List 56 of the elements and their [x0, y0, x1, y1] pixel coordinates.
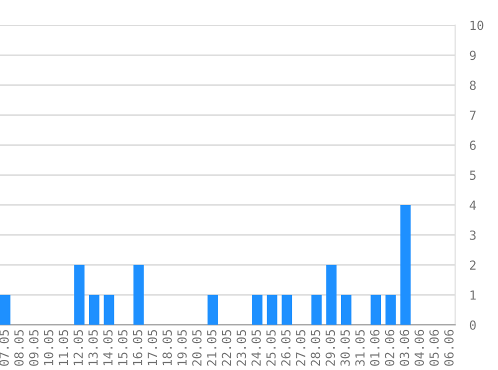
x-tick-label: 10.05: [44, 330, 54, 366]
x-tick-label: 11.05: [58, 330, 68, 366]
y-tick-label: 9: [470, 50, 476, 60]
x-tick-label: 18.05: [162, 330, 172, 366]
y-tick-label: 2: [470, 260, 476, 270]
bar: [385, 294, 396, 325]
bar: [252, 294, 262, 325]
y-tick-label: 10: [470, 20, 484, 30]
x-tick-label: 05.06: [429, 330, 439, 366]
bar: [266, 294, 278, 325]
x-tick-label: 23.05: [236, 330, 246, 366]
y-tick-label: 4: [470, 200, 476, 210]
y-tick-label: 5: [470, 170, 476, 180]
x-tick-label: 27.05: [296, 330, 306, 366]
bar: [326, 264, 337, 325]
x-tick-label: 25.05: [266, 330, 276, 366]
x-tick-label: 29.05: [326, 330, 336, 366]
x-tick-label: 30.05: [340, 330, 350, 366]
bar: [311, 294, 322, 325]
bar: [104, 294, 114, 325]
bar: [208, 294, 218, 325]
x-tick-label: 24.05: [251, 330, 261, 366]
bar: [400, 204, 411, 325]
x-tick-label: 21.05: [206, 330, 216, 366]
y-tick-label: 8: [470, 80, 476, 90]
x-tick-label: 22.05: [222, 330, 232, 366]
x-tick-label: 14.05: [103, 330, 113, 366]
x-tick-label: 04.06: [414, 330, 424, 366]
y-tick-label: 1: [470, 290, 476, 300]
x-tick-label: 06.06: [444, 330, 454, 366]
bar: [88, 294, 100, 325]
x-tick-label: 12.05: [74, 330, 83, 366]
x-tick-label: 16.05: [132, 330, 142, 366]
x-tick-label: 15.05: [118, 330, 128, 366]
x-tick-label: 28.05: [310, 330, 320, 366]
bar: [133, 264, 144, 325]
x-tick-label: 08.05: [14, 330, 24, 366]
x-tick-label: 13.05: [88, 330, 98, 366]
bar: [282, 294, 292, 325]
bar: [370, 294, 382, 325]
x-tick-label: 17.05: [148, 330, 158, 366]
x-tick-label: 01.06: [370, 330, 380, 366]
x-tick-label: 20.05: [192, 330, 202, 366]
bar: [74, 264, 85, 325]
x-tick-label: 02.06: [384, 330, 394, 366]
y-tick-label: 7: [470, 110, 476, 120]
y-tick-label: 3: [470, 230, 476, 240]
x-tick-label: 31.05: [355, 330, 365, 366]
x-tick-label: 03.06: [400, 330, 410, 366]
bar: [0, 294, 10, 325]
y-tick-label: 0: [470, 320, 476, 330]
x-tick-label: 19.05: [177, 330, 187, 366]
x-tick-label: 26.05: [281, 330, 291, 366]
x-tick-label: 09.05: [29, 330, 38, 366]
y-tick-label: 6: [470, 140, 476, 150]
bar: [341, 294, 352, 325]
